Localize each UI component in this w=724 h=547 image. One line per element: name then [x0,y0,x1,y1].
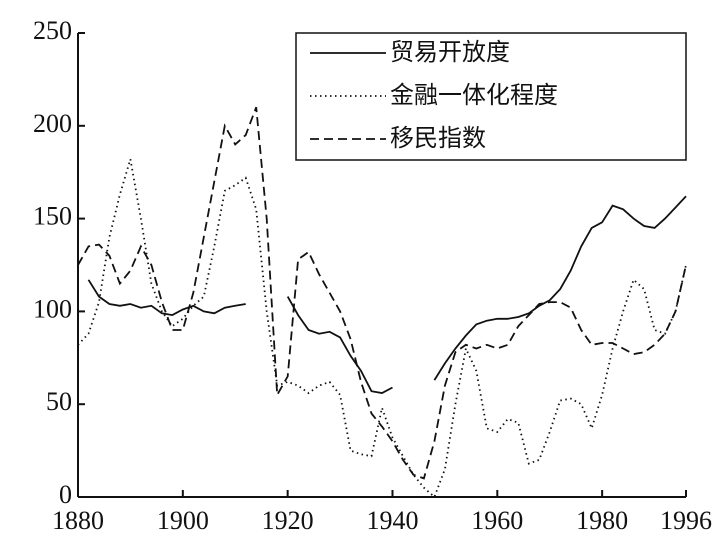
legend-label: 移民指数 [390,124,486,152]
x-tick-label: 1880 [52,506,104,535]
y-tick-label: 250 [33,16,72,45]
y-tick-label: 50 [46,387,72,416]
y-tick-label: 100 [33,294,72,323]
x-tick-label: 1996 [660,506,712,535]
x-tick-label: 1900 [157,506,209,535]
y-tick-label: 0 [59,480,72,509]
series-line [87,195,687,395]
y-tick-label: 150 [33,202,72,231]
series-line [77,106,687,480]
legend-label: 金融一体化程度 [390,81,558,109]
y-tick-label: 200 [33,109,72,138]
legend-label: 贸易开放度 [390,38,510,66]
x-tick-label: 1980 [576,506,628,535]
x-tick-label: 1920 [262,506,314,535]
x-tick-label: 1960 [471,506,523,535]
series-line [77,158,687,499]
x-tick-label: 1940 [366,506,418,535]
